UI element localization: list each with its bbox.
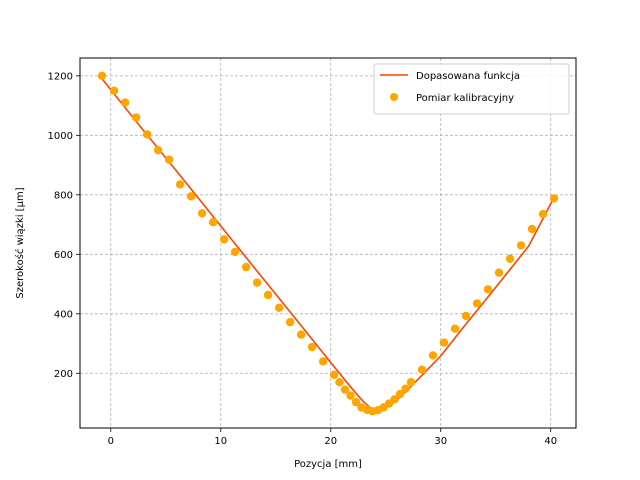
measurement-point [296,330,306,339]
measurement-point [186,192,196,201]
measurement-point [483,285,493,294]
x-axis-ticks: 0 10 20 30 40 [108,428,557,447]
legend-fit-label: Dopasowana funkcja [416,71,520,82]
measurement-point [263,290,273,300]
measurement-point [120,98,130,107]
measurement-point [428,351,438,360]
measurement-point [153,146,163,155]
measurement-point [417,365,427,374]
x-tick-label: 40 [544,436,557,447]
x-tick-label: 10 [214,436,227,447]
measurement-point [516,241,526,250]
measurement-point [340,385,350,394]
measurement-point [164,155,174,164]
measurement-point [197,209,207,218]
measurement-point [97,71,107,81]
legend-box [373,63,570,115]
y-axis-ticks: 200 400 600 800 1000 1200 [48,71,80,380]
y-axis-label: Szerokość wiązki [µm] [14,187,26,298]
y-tick-label: 400 [54,309,73,320]
measurement-point [439,338,449,347]
measurement-point [142,130,152,139]
measurement-point [538,209,548,219]
legend: Dopasowana funkcja Pomiar kalibracyjny [373,63,570,115]
measurement-point [131,113,141,122]
measurement-series [97,71,559,416]
measurement-point [450,324,460,333]
grid [80,58,576,428]
x-tick-label: 0 [108,436,114,447]
measurement-point [494,268,504,277]
measurement-point [329,370,339,379]
measurement-point [285,317,295,327]
measurement-point [241,262,251,272]
measurement-point [230,247,240,257]
measurement-point [175,180,185,189]
fit-line [101,78,554,411]
measurement-point [406,378,416,387]
legend-measurement-label: Pomiar kalibracyjny [416,93,514,104]
measurement-point [318,357,328,366]
measurement-point [219,235,229,244]
x-axis-label: Pozycja [mm] [294,459,362,470]
measurement-point [208,218,218,227]
measurement-point [346,391,355,400]
measurement-point [401,384,410,393]
measurement-point [461,311,471,321]
measurement-point [505,254,515,263]
measurement-point [472,299,482,308]
y-tick-label: 800 [54,190,73,201]
measurement-point [109,86,119,95]
measurement-point [351,397,361,407]
y-tick-label: 1000 [48,131,73,142]
y-tick-label: 600 [54,250,73,261]
measurement-point [395,389,405,399]
measurement-point [307,342,317,352]
x-tick-label: 30 [434,436,447,447]
measurement-point [252,278,262,287]
measurement-point [390,395,399,404]
measurement-point [549,194,559,203]
measurement-point [335,378,344,387]
plot-frame [79,57,577,429]
measurement-point [274,303,284,312]
y-tick-label: 200 [54,369,73,380]
x-tick-label: 20 [324,436,337,447]
legend-measurement-swatch [390,93,398,101]
fit-series [101,78,554,411]
measurement-point [527,224,537,234]
y-tick-label: 1200 [48,71,73,82]
